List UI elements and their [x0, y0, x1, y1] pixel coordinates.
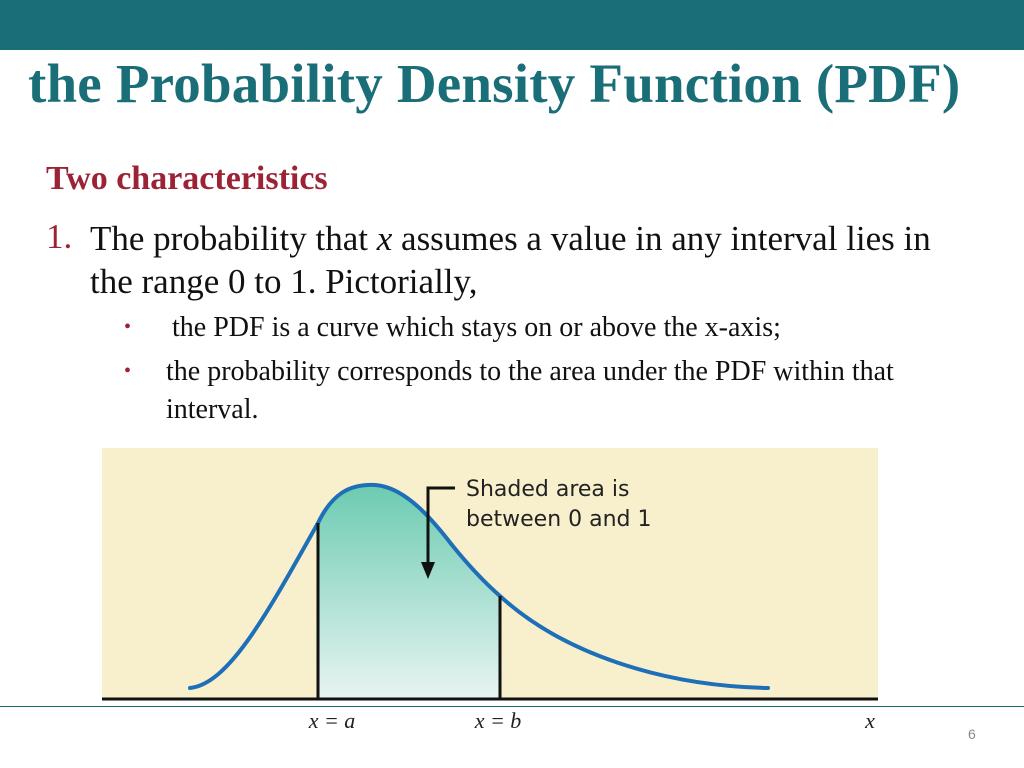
pdf-figure: Shaded area is between 0 and 1 x = a x =… [102, 448, 878, 738]
footer-divider [0, 706, 1024, 707]
annotation-line-1: Shaded area is [466, 477, 629, 502]
bullet-item-2: the probability corresponds to the area … [166, 356, 894, 425]
annotation-line-2: between 0 and 1 [466, 507, 652, 532]
point-text: The probability that x assumes a value i… [90, 217, 970, 303]
point-variable: x [376, 219, 393, 258]
header-bar [0, 0, 1024, 50]
subheading: Two characteristics [46, 160, 328, 197]
point-text-before: The probability that [90, 219, 377, 258]
annotation-arrow [426, 486, 455, 566]
pdf-figure-svg: Shaded area is between 0 and 1 x = a x =… [102, 448, 878, 733]
shaded-area [318, 484, 500, 699]
label-x-a: x = a [308, 708, 356, 733]
bullet-marker-1: • [124, 316, 132, 338]
point-number: 1. [46, 217, 73, 256]
slide-title: the Probability Density Function (PDF) [28, 53, 961, 114]
bullet-marker-2: • [124, 360, 132, 382]
label-x-b: x = b [474, 708, 522, 733]
page-number: 6 [968, 726, 976, 742]
annotation-arrow-head [421, 562, 435, 579]
point-text-after: assumes a value in any interval lies in … [90, 219, 931, 301]
label-x-axis: x [864, 708, 875, 733]
bullet-item-1: the PDF is a curve which stays on or abo… [172, 312, 781, 343]
